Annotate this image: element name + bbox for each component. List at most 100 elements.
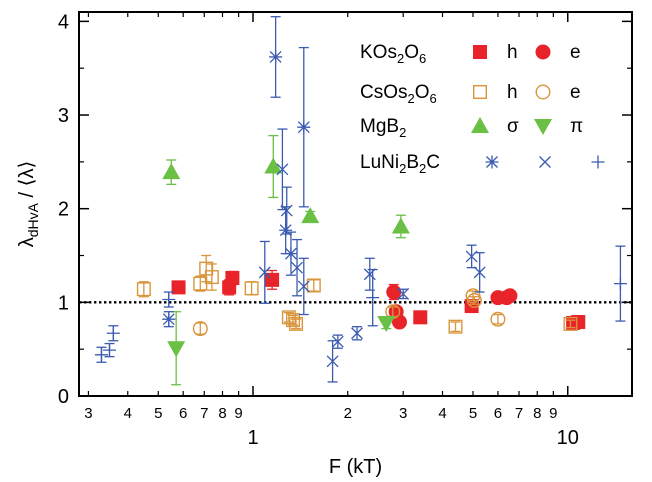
x-minor-tick-label: 3 (399, 405, 407, 422)
legend-marker (473, 84, 488, 99)
data-point (244, 281, 259, 296)
data-point (301, 207, 320, 224)
x-minor-tick-label: 7 (515, 405, 523, 422)
data-point (258, 266, 271, 279)
legend-marker-label: e (570, 42, 581, 63)
data-point (466, 292, 482, 308)
legend-label: KOs2O6 (360, 42, 426, 66)
x-tick-label: 1 (247, 427, 258, 449)
x-minor-tick-label: 7 (200, 405, 208, 422)
data-point (225, 270, 240, 285)
data-series (79, 16, 632, 386)
data-point (289, 316, 304, 331)
data-point (386, 284, 402, 300)
legend-marker (535, 44, 551, 60)
legend-label-part: LuNi (360, 152, 399, 173)
legend-label-subscript: 2 (419, 161, 426, 176)
legend-marker-label: π (570, 116, 583, 137)
data-point (286, 313, 301, 328)
legend-label-subscript: 2 (399, 161, 406, 176)
data-point (306, 278, 321, 293)
legend-label: LuNi2B2C (360, 152, 440, 176)
data-point (490, 311, 506, 327)
data-point (563, 316, 578, 331)
data-point (377, 315, 396, 332)
legend-entry: KOs2O6 h e (360, 42, 581, 66)
data-point (264, 157, 283, 174)
legend-marker (471, 117, 489, 133)
series (136, 254, 578, 334)
data-point (363, 268, 376, 281)
legend-label-part: CsOs (360, 82, 408, 103)
legend-label-part: C (426, 152, 440, 173)
y-tick-label: 1 (58, 292, 69, 314)
data-point (366, 291, 380, 305)
data-point (279, 223, 293, 237)
y-tick-label: 2 (58, 199, 69, 221)
legend-marker-label: h (507, 82, 518, 103)
legend-label: CsOs2O6 (360, 82, 437, 106)
series (386, 283, 518, 330)
legend-entry: CsOs2O6 h e (360, 82, 581, 106)
legend-label-subscript: 2 (399, 125, 406, 140)
data-point (297, 280, 310, 293)
series (94, 245, 627, 363)
data-point (448, 319, 463, 334)
data-point (613, 277, 627, 291)
x-minor-tick-label: 2 (344, 405, 352, 422)
legend-label-part: KOs (360, 42, 397, 63)
legend-label-subscript: 6 (419, 51, 426, 66)
data-point (103, 343, 117, 357)
series (171, 269, 586, 330)
data-point (162, 312, 176, 326)
legend-marker-label: h (507, 42, 518, 63)
data-point (136, 282, 151, 297)
x-minor-tick-label: 6 (179, 405, 187, 422)
data-point (284, 247, 298, 261)
legend-label-subscript: 6 (430, 91, 437, 106)
x-minor-tick-label: 9 (549, 405, 557, 422)
x-minor-tick-label: 4 (438, 405, 446, 422)
legend-marker-label: σ (507, 116, 519, 137)
x-minor-tick-label: 4 (124, 405, 132, 422)
legend-marker (473, 45, 487, 59)
data-point (106, 326, 120, 340)
series (167, 311, 396, 386)
y-tick-label: 0 (58, 386, 69, 408)
x-minor-tick-label: 8 (533, 405, 541, 422)
legend-label-part: B (406, 152, 419, 173)
y-axis-title: λdHvA / ⟨λ⟩ (16, 161, 41, 248)
legend-marker-label: e (570, 82, 581, 103)
data-point (94, 348, 108, 362)
data-point (413, 310, 428, 325)
data-point (571, 315, 586, 330)
x-minor-tick-label: 8 (218, 405, 226, 422)
legend-label: MgB2 (360, 116, 406, 140)
series (258, 128, 486, 383)
legend-label-part: O (415, 82, 430, 103)
x-minor-tick-label: 3 (84, 405, 92, 422)
x-minor-tick-label: 5 (469, 405, 477, 422)
series (162, 134, 410, 239)
data-point (351, 327, 363, 340)
y-tick-label: 4 (58, 11, 69, 33)
y-axis-title-sub: dHvA (25, 202, 41, 237)
x-minor-tick-label: 9 (234, 405, 242, 422)
legend-label-subscript: 2 (408, 91, 415, 106)
data-point (162, 163, 181, 180)
y-tick-label: 3 (58, 105, 69, 127)
legend-entry: MgB2 σ π (360, 116, 583, 140)
x-minor-tick-label: 6 (494, 405, 502, 422)
data-point (326, 355, 339, 368)
legend-marker (591, 155, 605, 169)
legend-marker (485, 155, 499, 169)
legend-label-part: MgB (360, 116, 399, 137)
data-point (473, 266, 486, 279)
series (162, 16, 311, 328)
data-point (291, 261, 303, 274)
data-point (192, 321, 208, 337)
x-tick-label: 10 (557, 427, 579, 449)
legend-label-subscript: 2 (397, 51, 404, 66)
